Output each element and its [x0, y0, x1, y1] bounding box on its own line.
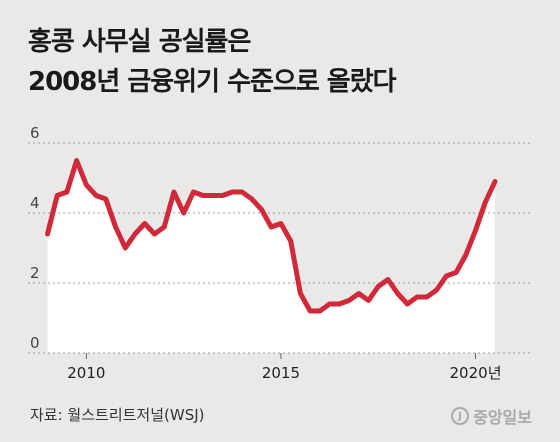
data-point-42: [455, 272, 457, 273]
data-point-26: [299, 293, 301, 294]
source-note: 자료: 월스트리트저널(WSJ): [30, 406, 205, 424]
data-point-40: [436, 289, 438, 291]
data-point-36: [397, 293, 399, 294]
y-tick-label-6: 6: [30, 124, 40, 142]
data-point-23: [270, 226, 272, 228]
data-point-24: [280, 223, 282, 224]
data-point-10: [144, 223, 146, 224]
x-tick-label-2010: 2010: [67, 364, 105, 382]
data-point-27: [309, 310, 311, 312]
data-point-8: [124, 247, 126, 249]
data-point-30: [338, 303, 340, 305]
publisher-logo: J 중앙일보: [451, 404, 532, 428]
data-point-33: [368, 300, 370, 301]
data-point-35: [387, 279, 389, 280]
data-point-46: [494, 181, 496, 182]
area-fill: [47, 160, 495, 353]
data-point-11: [153, 233, 155, 235]
data-point-29: [329, 303, 331, 305]
data-point-44: [475, 230, 477, 231]
data-point-4: [85, 184, 87, 186]
title-line-1: 홍콩 사무실 공실률은: [28, 27, 251, 57]
data-point-12: [163, 226, 165, 228]
data-point-17: [212, 195, 214, 196]
logo-text: 중앙일보: [473, 408, 532, 427]
data-point-14: [183, 212, 185, 214]
data-point-7: [115, 226, 117, 228]
y-tick-label-4: 4: [30, 194, 40, 212]
data-point-19: [231, 191, 233, 193]
data-point-6: [105, 198, 107, 200]
x-tick-label-2015: 2015: [262, 364, 300, 382]
data-point-22: [260, 209, 262, 210]
data-point-21: [251, 198, 253, 200]
data-point-1: [56, 195, 58, 196]
data-point-43: [465, 254, 467, 256]
data-point-20: [241, 191, 243, 193]
data-point-0: [46, 233, 48, 235]
data-point-18: [222, 195, 224, 196]
data-point-28: [319, 310, 321, 312]
x-tick-label-2020: 2020년: [450, 364, 502, 382]
chart-title: 홍콩 사무실 공실률은 2008년 금융위기 수준으로 올랐다: [28, 22, 397, 102]
data-point-31: [348, 300, 350, 301]
data-point-32: [358, 293, 360, 294]
data-point-37: [406, 303, 408, 305]
data-point-25: [290, 240, 292, 242]
data-point-9: [134, 233, 136, 235]
data-point-34: [377, 286, 379, 287]
logo-mark-icon: J: [451, 407, 470, 425]
data-point-16: [202, 195, 204, 196]
data-point-41: [445, 275, 447, 277]
data-point-3: [76, 160, 78, 161]
data-point-15: [192, 191, 194, 193]
title-line-2: 2008년 금융위기 수준으로 올랐다: [28, 67, 397, 97]
data-point-13: [173, 191, 175, 193]
data-point-2: [66, 191, 68, 193]
data-point-45: [484, 202, 486, 203]
data-point-38: [416, 296, 418, 298]
y-tick-label-2: 2: [30, 264, 40, 282]
data-point-5: [95, 195, 97, 196]
data-point-39: [426, 296, 428, 298]
y-tick-label-0: 0: [30, 334, 40, 352]
